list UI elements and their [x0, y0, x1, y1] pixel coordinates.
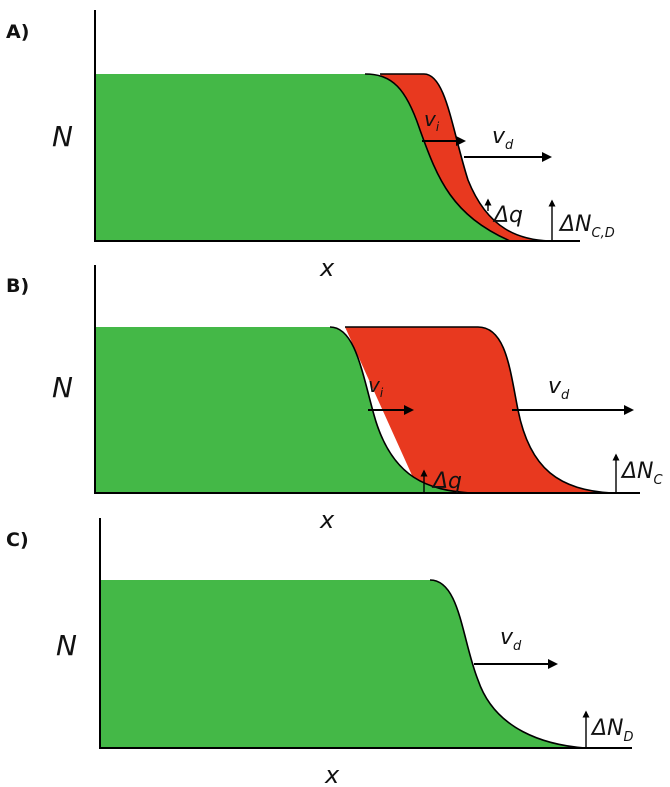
panel-a: A) N x vi vd Δq ΔNC,D [6, 10, 615, 282]
x-axis-label: x [319, 506, 335, 534]
panel-c: C) N x vd ΔND [6, 518, 634, 787]
hot-region [380, 74, 550, 241]
x-axis-label: x [319, 254, 335, 282]
delta-q-label: Δq [492, 203, 523, 228]
panel-b: B) N x vi vd Δq ΔNC [6, 265, 664, 534]
cold-front-curve [329, 326, 471, 494]
inner-velocity-label: vi [424, 107, 440, 134]
x-axis-label: x [324, 761, 340, 787]
delta-n-label: ΔND [590, 716, 634, 745]
delta-q-label: Δq [431, 469, 462, 494]
hot-front-curve [380, 73, 551, 242]
delta-n-label: ΔNC,D [558, 212, 615, 241]
cold-region [95, 74, 510, 241]
delta-n-label: ΔNC [620, 459, 664, 488]
panel-letter: B) [6, 275, 29, 297]
front-velocity-label: vd [500, 625, 522, 654]
hot-region [345, 327, 612, 493]
front-velocity-label: vd [492, 124, 514, 153]
cold-front-curve [429, 579, 586, 749]
inner-velocity-label: vi [368, 373, 384, 400]
front-velocity-label: vd [548, 374, 570, 403]
panel-letter: A) [6, 21, 29, 43]
panel-letter: C) [6, 529, 29, 551]
cold-region [95, 327, 470, 493]
cold-region [100, 580, 585, 748]
y-axis-label: N [56, 629, 77, 662]
y-axis-label: N [52, 120, 73, 153]
cold-front-curve [364, 73, 511, 242]
y-axis-label: N [52, 371, 73, 404]
